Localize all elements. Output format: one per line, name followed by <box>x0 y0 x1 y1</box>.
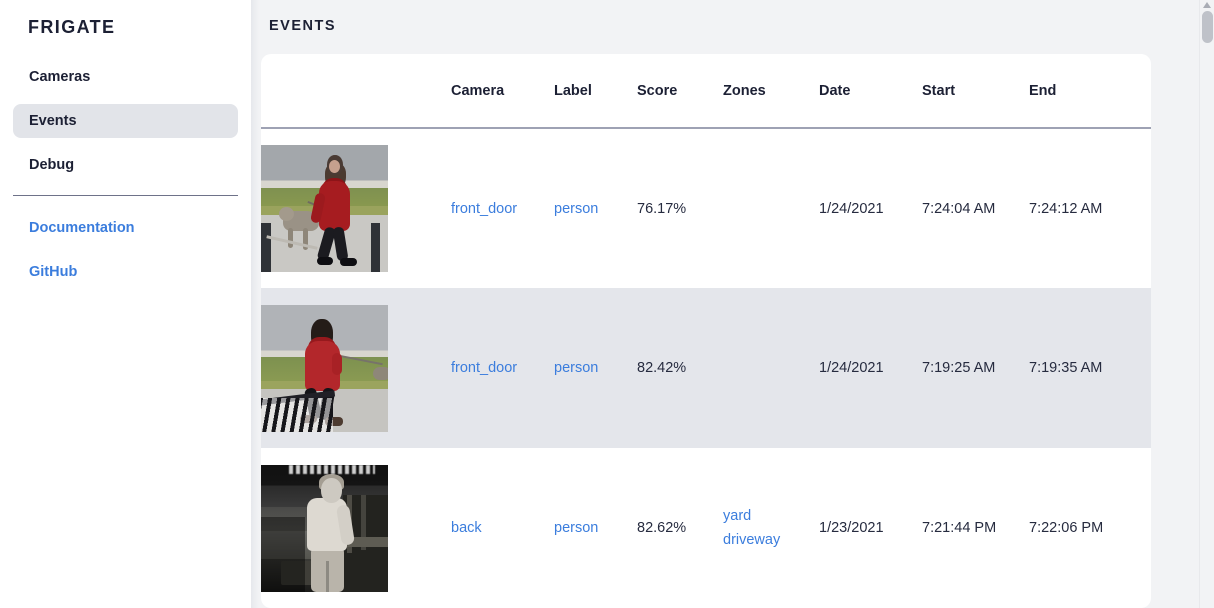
event-camera-cell: front_door <box>451 288 554 448</box>
event-date-cell: 1/23/2021 <box>819 520 884 536</box>
event-label-cell: person <box>554 128 637 288</box>
sidebar-divider <box>13 195 238 196</box>
event-score-cell: 82.42% <box>637 288 723 448</box>
column-header-score: Score <box>637 54 723 129</box>
event-end-cell: 7:19:35 AM <box>1029 288 1151 448</box>
event-zones-cell <box>723 128 819 288</box>
sidebar-links: Documentation GitHub <box>0 213 251 287</box>
event-label-cell: person <box>554 288 637 448</box>
sidebar-link-github[interactable]: GitHub <box>29 264 78 280</box>
main-content: EVENTS Camera Label Score Zones Date <box>251 0 1214 608</box>
event-thumbnail-image[interactable] <box>261 145 388 272</box>
event-camera-cell: front_door <box>451 128 554 288</box>
sidebar-item-events[interactable]: Events <box>13 104 238 138</box>
event-zones-cell: yard driveway <box>723 448 819 608</box>
page-title: EVENTS <box>269 18 337 34</box>
sidebar-item-debug[interactable]: Debug <box>29 157 75 173</box>
event-score-cell: 76.17% <box>637 200 687 217</box>
event-start-cell: 7:24:04 AM <box>922 200 996 217</box>
events-table: Camera Label Score Zones Date Start End <box>261 54 1151 608</box>
event-camera-cell: back <box>451 448 554 608</box>
scroll-up-arrow-icon[interactable] <box>1203 2 1211 8</box>
event-start-cell: 7:21:44 PM <box>922 520 997 536</box>
table-row[interactable]: front_door person 76.17% 1/24/2021 7:24:… <box>261 128 1151 288</box>
zone-link-driveway[interactable]: driveway <box>723 532 781 548</box>
event-start-cell: 7:19:25 AM <box>922 288 1029 448</box>
table-row[interactable]: front_door person 82.42% 1/24/2021 7:19:… <box>261 288 1151 448</box>
label-link[interactable]: person <box>554 360 599 376</box>
sidebar: FRIGATE Cameras Events Debug Documentati… <box>0 0 259 608</box>
table-row[interactable]: back person 82.62% yard driveway 1/ <box>261 448 1151 608</box>
column-header-date: Date <box>819 54 922 129</box>
scrollbar-thumb[interactable] <box>1202 11 1213 43</box>
event-zones-cell <box>723 288 819 448</box>
app-brand-title: FRIGATE <box>28 17 116 37</box>
label-link[interactable]: person <box>554 200 599 217</box>
events-card: Camera Label Score Zones Date Start End <box>261 54 1151 608</box>
event-thumbnail-image[interactable] <box>261 464 388 592</box>
event-thumbnail-image[interactable] <box>261 304 388 432</box>
sidebar-item-cameras[interactable]: Cameras <box>29 69 91 85</box>
camera-link[interactable]: back <box>451 520 482 536</box>
event-thumbnail-cell[interactable] <box>261 288 451 448</box>
table-header-row: Camera Label Score Zones Date Start End <box>261 54 1151 129</box>
event-thumbnail-cell[interactable] <box>261 128 451 288</box>
zone-link-yard[interactable]: yard <box>723 508 752 524</box>
column-header-zones: Zones <box>723 54 819 129</box>
event-label-cell: person <box>554 448 637 608</box>
zones-links[interactable]: yard driveway <box>723 504 819 552</box>
event-score-cell: 82.62% <box>637 520 687 536</box>
event-date-cell: 1/24/2021 <box>819 200 884 217</box>
events-table-body: front_door person 76.17% 1/24/2021 7:24:… <box>261 128 1151 608</box>
column-header-label: Label <box>554 54 637 129</box>
column-header-end: End <box>1029 54 1151 129</box>
column-header-camera: Camera <box>451 54 554 129</box>
label-link[interactable]: person <box>554 520 599 536</box>
camera-timestamp-overlay <box>289 464 375 474</box>
sidebar-link-documentation[interactable]: Documentation <box>29 220 135 236</box>
sidebar-nav: Cameras Events Debug <box>0 60 251 182</box>
event-end-cell: 7:22:06 PM <box>1029 520 1104 536</box>
event-thumbnail-cell[interactable] <box>261 448 451 608</box>
camera-link[interactable]: front_door <box>451 360 518 376</box>
event-end-cell: 7:24:12 AM <box>1029 200 1103 217</box>
page-scrollbar[interactable] <box>1199 0 1214 608</box>
event-date-cell: 1/24/2021 <box>819 288 922 448</box>
camera-link[interactable]: front_door <box>451 200 518 217</box>
column-header-start: Start <box>922 54 1029 129</box>
events-table-header: Camera Label Score Zones Date Start End <box>261 54 1151 129</box>
column-header-thumbnail <box>261 54 451 129</box>
